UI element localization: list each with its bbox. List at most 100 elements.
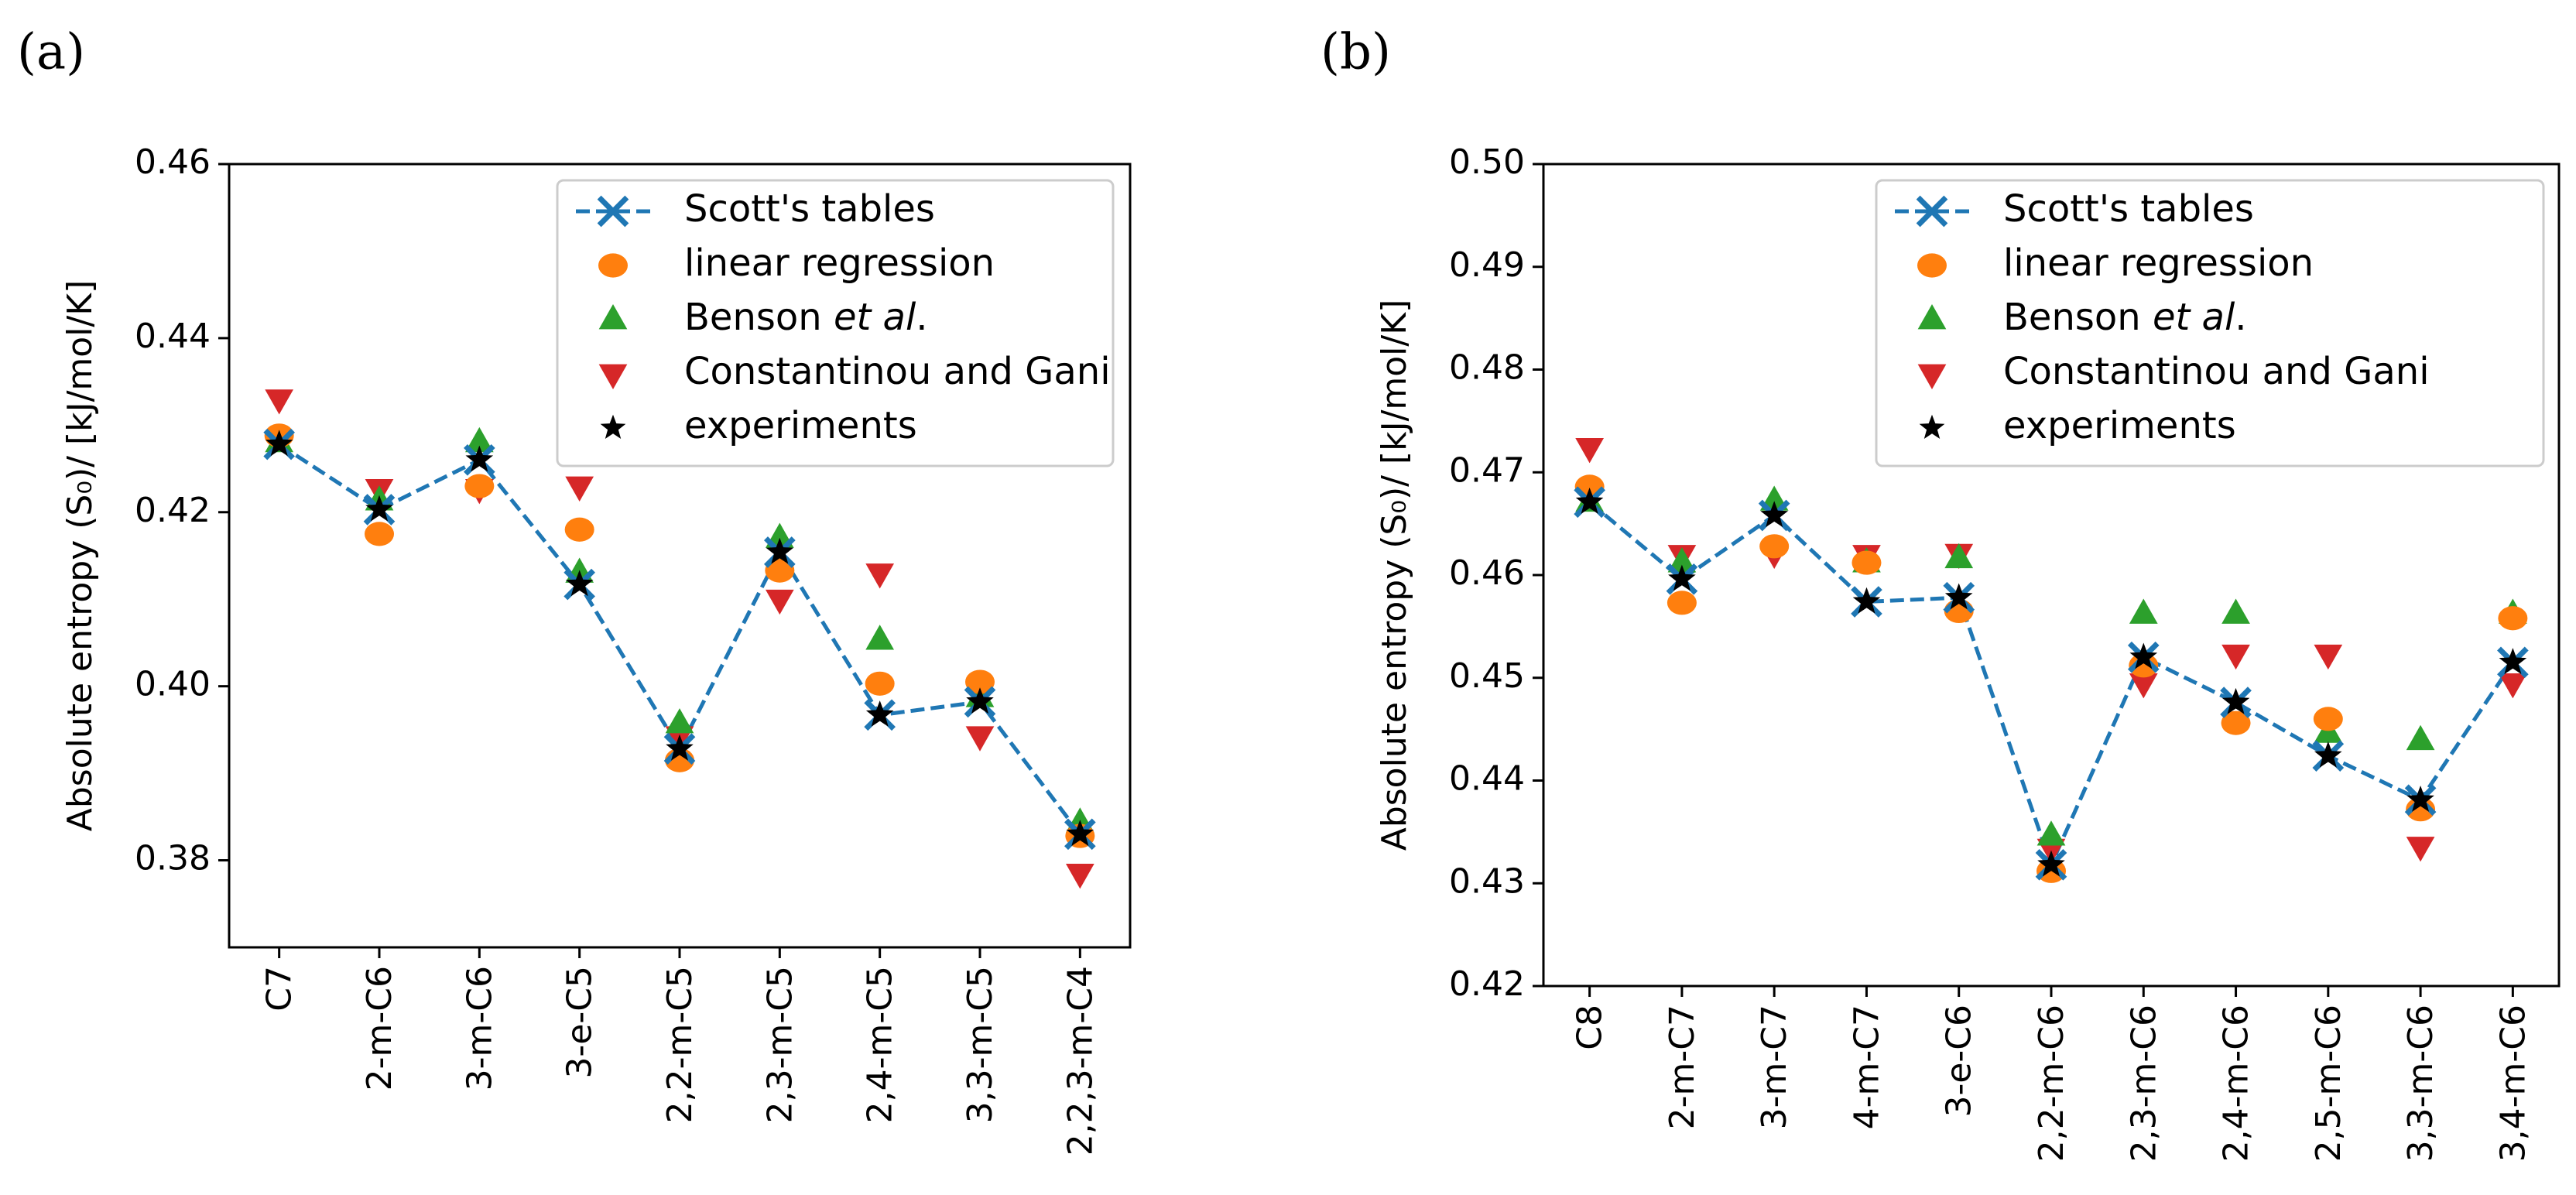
point-benson	[464, 426, 494, 453]
plot-frame	[228, 163, 1132, 949]
legend-marker-benson	[1917, 304, 1947, 330]
point-linear	[564, 517, 594, 542]
y-tick-label: 0.48	[1449, 348, 1525, 388]
point-exp	[2221, 687, 2250, 714]
point-benson	[2406, 724, 2435, 751]
point-cg	[765, 589, 794, 615]
legend-label-exp: experiments	[2003, 404, 2236, 447]
point-benson	[2221, 598, 2250, 624]
x-tick-label: 2-m-C6	[360, 966, 399, 1091]
legend-box	[1875, 179, 2545, 467]
point-benson	[1759, 485, 1789, 511]
y-tick-label: 0.44	[1449, 759, 1525, 799]
chart-panel-b: (b) 0.42 0.43 0.44 0.45 0.46 0.47 0.48 0.49 0.50 C…	[1321, 24, 2561, 1162]
x-tick-label: C8	[1571, 1005, 1610, 1050]
y-tick-label: 0.49	[1449, 245, 1525, 285]
point-exp	[966, 687, 994, 714]
x-tick-label: 3-e-C5	[560, 966, 600, 1079]
y-tick-label: 0.47	[1449, 450, 1525, 490]
point-benson	[665, 708, 694, 734]
y-tick-label: 0.40	[135, 665, 211, 704]
legend-marker-benson	[598, 304, 628, 330]
series-line-scott	[278, 443, 1082, 836]
x-tick-label: 2,3-m-C5	[760, 966, 800, 1123]
x-tick-label: 2,4-m-C6	[2217, 1005, 2256, 1162]
point-cg	[2221, 644, 2250, 670]
y-tick-label: 0.42	[135, 491, 211, 530]
x-tick-label: 3-m-C6	[460, 966, 499, 1091]
point-exp	[2499, 648, 2527, 674]
point-exp	[265, 430, 293, 457]
plot-frame	[1542, 163, 2561, 988]
point-cg	[965, 726, 995, 752]
legend-label-scott: Scott's tables	[2003, 187, 2254, 231]
point-linear	[2221, 710, 2251, 735]
point-linear	[365, 522, 394, 546]
point-benson	[2129, 598, 2158, 624]
legend-marker-exp	[1919, 414, 1945, 439]
x-tick-label: 2,2-m-C6	[2032, 1005, 2071, 1162]
series-line-scott	[1588, 500, 2515, 871]
point-exp	[2129, 642, 2158, 669]
point-exp	[565, 570, 594, 597]
point-cg	[865, 563, 895, 589]
point-exp	[365, 495, 393, 522]
legend-marker-scott	[597, 195, 629, 228]
chart-panel-a: (a) 0.38 0.40 0.42 0.44 0.46 C7 2-m-C6 3-m-C6 3-e…	[17, 24, 1132, 1156]
point-cg	[1575, 438, 1604, 464]
point-cg	[565, 476, 594, 502]
point-cg	[2129, 673, 2158, 699]
x-tick-label: 2,2-m-C5	[660, 966, 700, 1123]
x-tick-label: 2,2,3-m-C4	[1060, 966, 1100, 1156]
x-tick-label: 2-m-C7	[1663, 1005, 1702, 1129]
legend-marker-linear	[1917, 253, 1947, 278]
x-tick-label: 2,3-m-C6	[2124, 1005, 2163, 1162]
point-exp	[1066, 820, 1094, 846]
point-linear	[464, 474, 495, 498]
legend: Scott's tables linear regression Benson et…	[1895, 187, 2430, 447]
x-tick-label: 3,3-m-C6	[2401, 1005, 2441, 1162]
point-exp	[766, 537, 794, 564]
x-tick-label: 2,4-m-C5	[861, 966, 900, 1123]
point-exp	[666, 734, 694, 761]
legend-marker-linear	[598, 253, 628, 278]
legend-marker-cg	[598, 364, 628, 389]
point-linear	[1759, 534, 1790, 559]
point-benson	[2036, 820, 2066, 846]
y-tick-label: 0.50	[1449, 142, 1525, 182]
legend-marker-exp	[600, 414, 626, 439]
point-cg	[2499, 673, 2527, 699]
legend-label-cg: Constantinou and Gani	[2003, 350, 2430, 393]
point-cg	[265, 389, 294, 415]
point-linear	[1852, 550, 1882, 575]
point-cg	[1065, 864, 1094, 889]
point-exp	[1575, 488, 1604, 514]
legend-marker-cg	[1917, 364, 1947, 389]
legend-label-benson: Benson et al.	[684, 296, 928, 339]
y-tick-label: 0.44	[135, 317, 211, 356]
x-tick-label: 4-m-C7	[1847, 1005, 1886, 1129]
x-tick-label: 3-e-C6	[1940, 1005, 1979, 1118]
y-tick-label: 0.42	[1449, 964, 1525, 1004]
legend-marker-scott	[1916, 195, 1948, 228]
point-linear	[2406, 797, 2436, 822]
panel-label: (b)	[1321, 24, 1391, 81]
point-exp	[465, 445, 494, 472]
point-exp	[2406, 786, 2434, 812]
y-tick-label: 0.46	[1449, 553, 1525, 593]
x-tick-label: 2,5-m-C6	[2309, 1005, 2348, 1162]
legend-label-linear: linear regression	[2003, 241, 2314, 285]
point-linear	[2129, 653, 2159, 678]
point-linear	[1667, 591, 1697, 615]
point-benson	[865, 625, 895, 650]
legend-label-linear: linear regression	[684, 241, 995, 285]
point-benson	[1944, 543, 1974, 569]
legend-label-scott: Scott's tables	[684, 187, 935, 231]
x-tick-label: 3-m-C7	[1755, 1005, 1794, 1129]
y-axis-label: Absolute entropy (S₀)/ [kJ/mol/K]	[1375, 300, 1414, 851]
point-linear	[865, 671, 895, 696]
point-linear	[2313, 707, 2343, 731]
x-tick-label: 3,4-m-C6	[2493, 1005, 2533, 1162]
point-exp	[1852, 587, 1881, 614]
